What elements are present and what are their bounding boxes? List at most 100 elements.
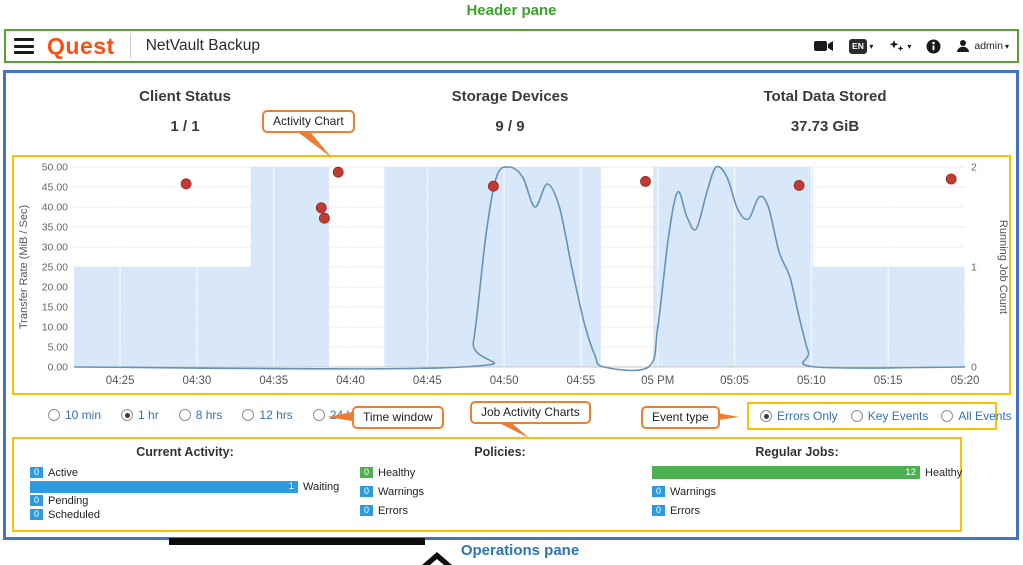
radio-1hr[interactable]: 1 hr: [121, 408, 159, 422]
activity-row-waiting[interactable]: 1 Waiting: [30, 480, 350, 493]
row-label: Errors: [670, 504, 700, 517]
whats-new-icon[interactable]: ▾: [888, 38, 911, 54]
header-divider: [129, 34, 131, 58]
svg-text:1: 1: [971, 262, 977, 274]
svg-text:10.00: 10.00: [42, 322, 68, 334]
stat-value: 37.73 GiB: [790, 118, 860, 135]
svg-text:Running Job Count: Running Job Count: [997, 220, 1009, 314]
count-badge: 0: [652, 486, 665, 497]
policies-row-healthy[interactable]: 0 Healthy: [360, 466, 650, 479]
chevron-down-icon: ▾: [907, 41, 912, 51]
svg-text:Transfer Rate (MiB / Sec): Transfer Rate (MiB / Sec): [18, 205, 30, 329]
radio-icon: [242, 409, 255, 421]
svg-text:35.00: 35.00: [42, 222, 68, 234]
svg-text:5.00: 5.00: [48, 342, 69, 354]
stat-client-status: Client Status 1 / 1: [55, 88, 315, 135]
row-label: Scheduled: [48, 508, 100, 521]
info-icon[interactable]: [926, 39, 941, 54]
row-label: Waiting: [303, 480, 340, 493]
count-badge: 0: [30, 495, 43, 506]
activity-row-pending[interactable]: 0 Pending: [30, 494, 350, 507]
svg-text:30.00: 30.00: [42, 242, 68, 254]
stat-label: Total Data Stored: [763, 88, 887, 105]
count-badge: 0: [30, 467, 43, 478]
svg-text:05:10: 05:10: [797, 375, 826, 387]
svg-text:0: 0: [971, 362, 977, 374]
row-label: Warnings: [378, 485, 425, 498]
language-selector[interactable]: EN ▾: [848, 38, 874, 54]
svg-text:45.00: 45.00: [42, 182, 68, 194]
svg-text:04:55: 04:55: [567, 375, 596, 387]
svg-text:20.00: 20.00: [42, 282, 68, 294]
radio-icon: [312, 409, 325, 421]
svg-text:15.00: 15.00: [42, 302, 68, 314]
radio-label: Key Events: [867, 409, 929, 423]
job-activity-charts-panel: Current Activity: 0 Active 1 Waiting 0 P…: [12, 437, 962, 532]
activity-chart-panel: 0.00 5.00 10.00 15.00 20.00 25.00 30.00 35.00 40…: [12, 155, 1011, 395]
stat-value: 1 / 1: [170, 118, 200, 135]
policies-row-warnings[interactable]: 0 Warnings: [360, 485, 650, 498]
radio-label: 10 min: [65, 408, 102, 422]
radio-all-events[interactable]: All Events: [941, 409, 1012, 423]
radio-10min[interactable]: 10 min: [48, 408, 101, 422]
radio-12hrs[interactable]: 12 hrs: [242, 408, 293, 422]
row-label: Active: [48, 466, 78, 479]
count-badge: 0: [360, 505, 373, 516]
stat-label: Client Status: [139, 88, 231, 105]
svg-text:05:15: 05:15: [874, 375, 903, 387]
policies-row-errors[interactable]: 0 Errors: [360, 504, 650, 517]
svg-text:05:20: 05:20: [951, 375, 980, 387]
count-badge: 0: [360, 486, 373, 497]
header-icons: EN ▾ ▾ admin ▾: [799, 38, 1009, 54]
section-title: Regular Jobs:: [755, 445, 839, 459]
radio-8hrs[interactable]: 8 hrs: [178, 408, 223, 422]
svg-text:25.00: 25.00: [42, 262, 68, 274]
callout-event-type: Event type: [641, 406, 720, 429]
radio-label: 8 hrs: [195, 408, 223, 422]
svg-text:50.00: 50.00: [42, 162, 68, 174]
regular-jobs-row-warnings[interactable]: 0 Warnings: [652, 485, 952, 498]
radio-key-events[interactable]: Key Events: [850, 409, 929, 423]
chevron-down-icon: ▾: [869, 41, 874, 51]
radio-icon: [760, 410, 772, 422]
user-name: admin: [974, 40, 1003, 52]
section-title: Current Activity:: [136, 445, 234, 459]
annotation-operations-pane: Operations pane: [460, 542, 580, 559]
video-icon[interactable]: [813, 39, 834, 53]
policies-chart: Policies: 0 Healthy 0 Warnings 0 Errors: [350, 441, 650, 523]
row-label: Pending: [48, 494, 89, 507]
radio-icon: [178, 409, 191, 421]
callout-activity-chart: Activity Chart: [262, 110, 355, 133]
section-title: Policies:: [474, 445, 526, 459]
activity-row-scheduled[interactable]: 0 Scheduled: [30, 508, 350, 521]
stat-label: Storage Devices: [451, 88, 569, 105]
radio-icon: [48, 409, 60, 421]
radio-label: All Events: [958, 409, 1012, 423]
time-window-group: 10 min 1 hr 8 hrs 12 hrs 24 hrs: [48, 408, 363, 422]
callout-time-window: Time window: [352, 406, 444, 429]
app-title: NetVault Backup: [145, 37, 260, 54]
stat-total-data-stored: Total Data Stored 37.73 GiB: [695, 88, 955, 135]
user-menu[interactable]: admin ▾: [956, 39, 1009, 53]
event-type-group: Errors Only Key Events All Events: [747, 402, 1012, 430]
header-bar: Quest NetVault Backup EN ▾ ▾ admin ▾: [4, 29, 1019, 63]
regular-jobs-row-errors[interactable]: 0 Errors: [652, 504, 952, 517]
count-badge: 0: [360, 467, 373, 478]
radio-errors-only[interactable]: Errors Only: [760, 409, 838, 423]
chevron-down-icon: ▾: [1004, 41, 1009, 51]
regular-jobs-row-healthy[interactable]: 12 Healthy: [652, 466, 962, 479]
svg-text:04:40: 04:40: [336, 375, 365, 387]
count-badge: 0: [652, 505, 665, 516]
svg-text:2: 2: [971, 162, 977, 174]
activity-row-active[interactable]: 0 Active: [30, 466, 350, 479]
bar-waiting: 1: [30, 480, 298, 493]
quest-logo[interactable]: Quest: [47, 32, 115, 59]
svg-text:04:35: 04:35: [259, 375, 288, 387]
menu-icon[interactable]: [14, 38, 34, 54]
count-badge: 0: [30, 509, 43, 520]
svg-text:05:05: 05:05: [720, 375, 749, 387]
svg-text:04:50: 04:50: [490, 375, 519, 387]
radio-label: 12 hrs: [259, 408, 293, 422]
row-label: Warnings: [670, 485, 717, 498]
